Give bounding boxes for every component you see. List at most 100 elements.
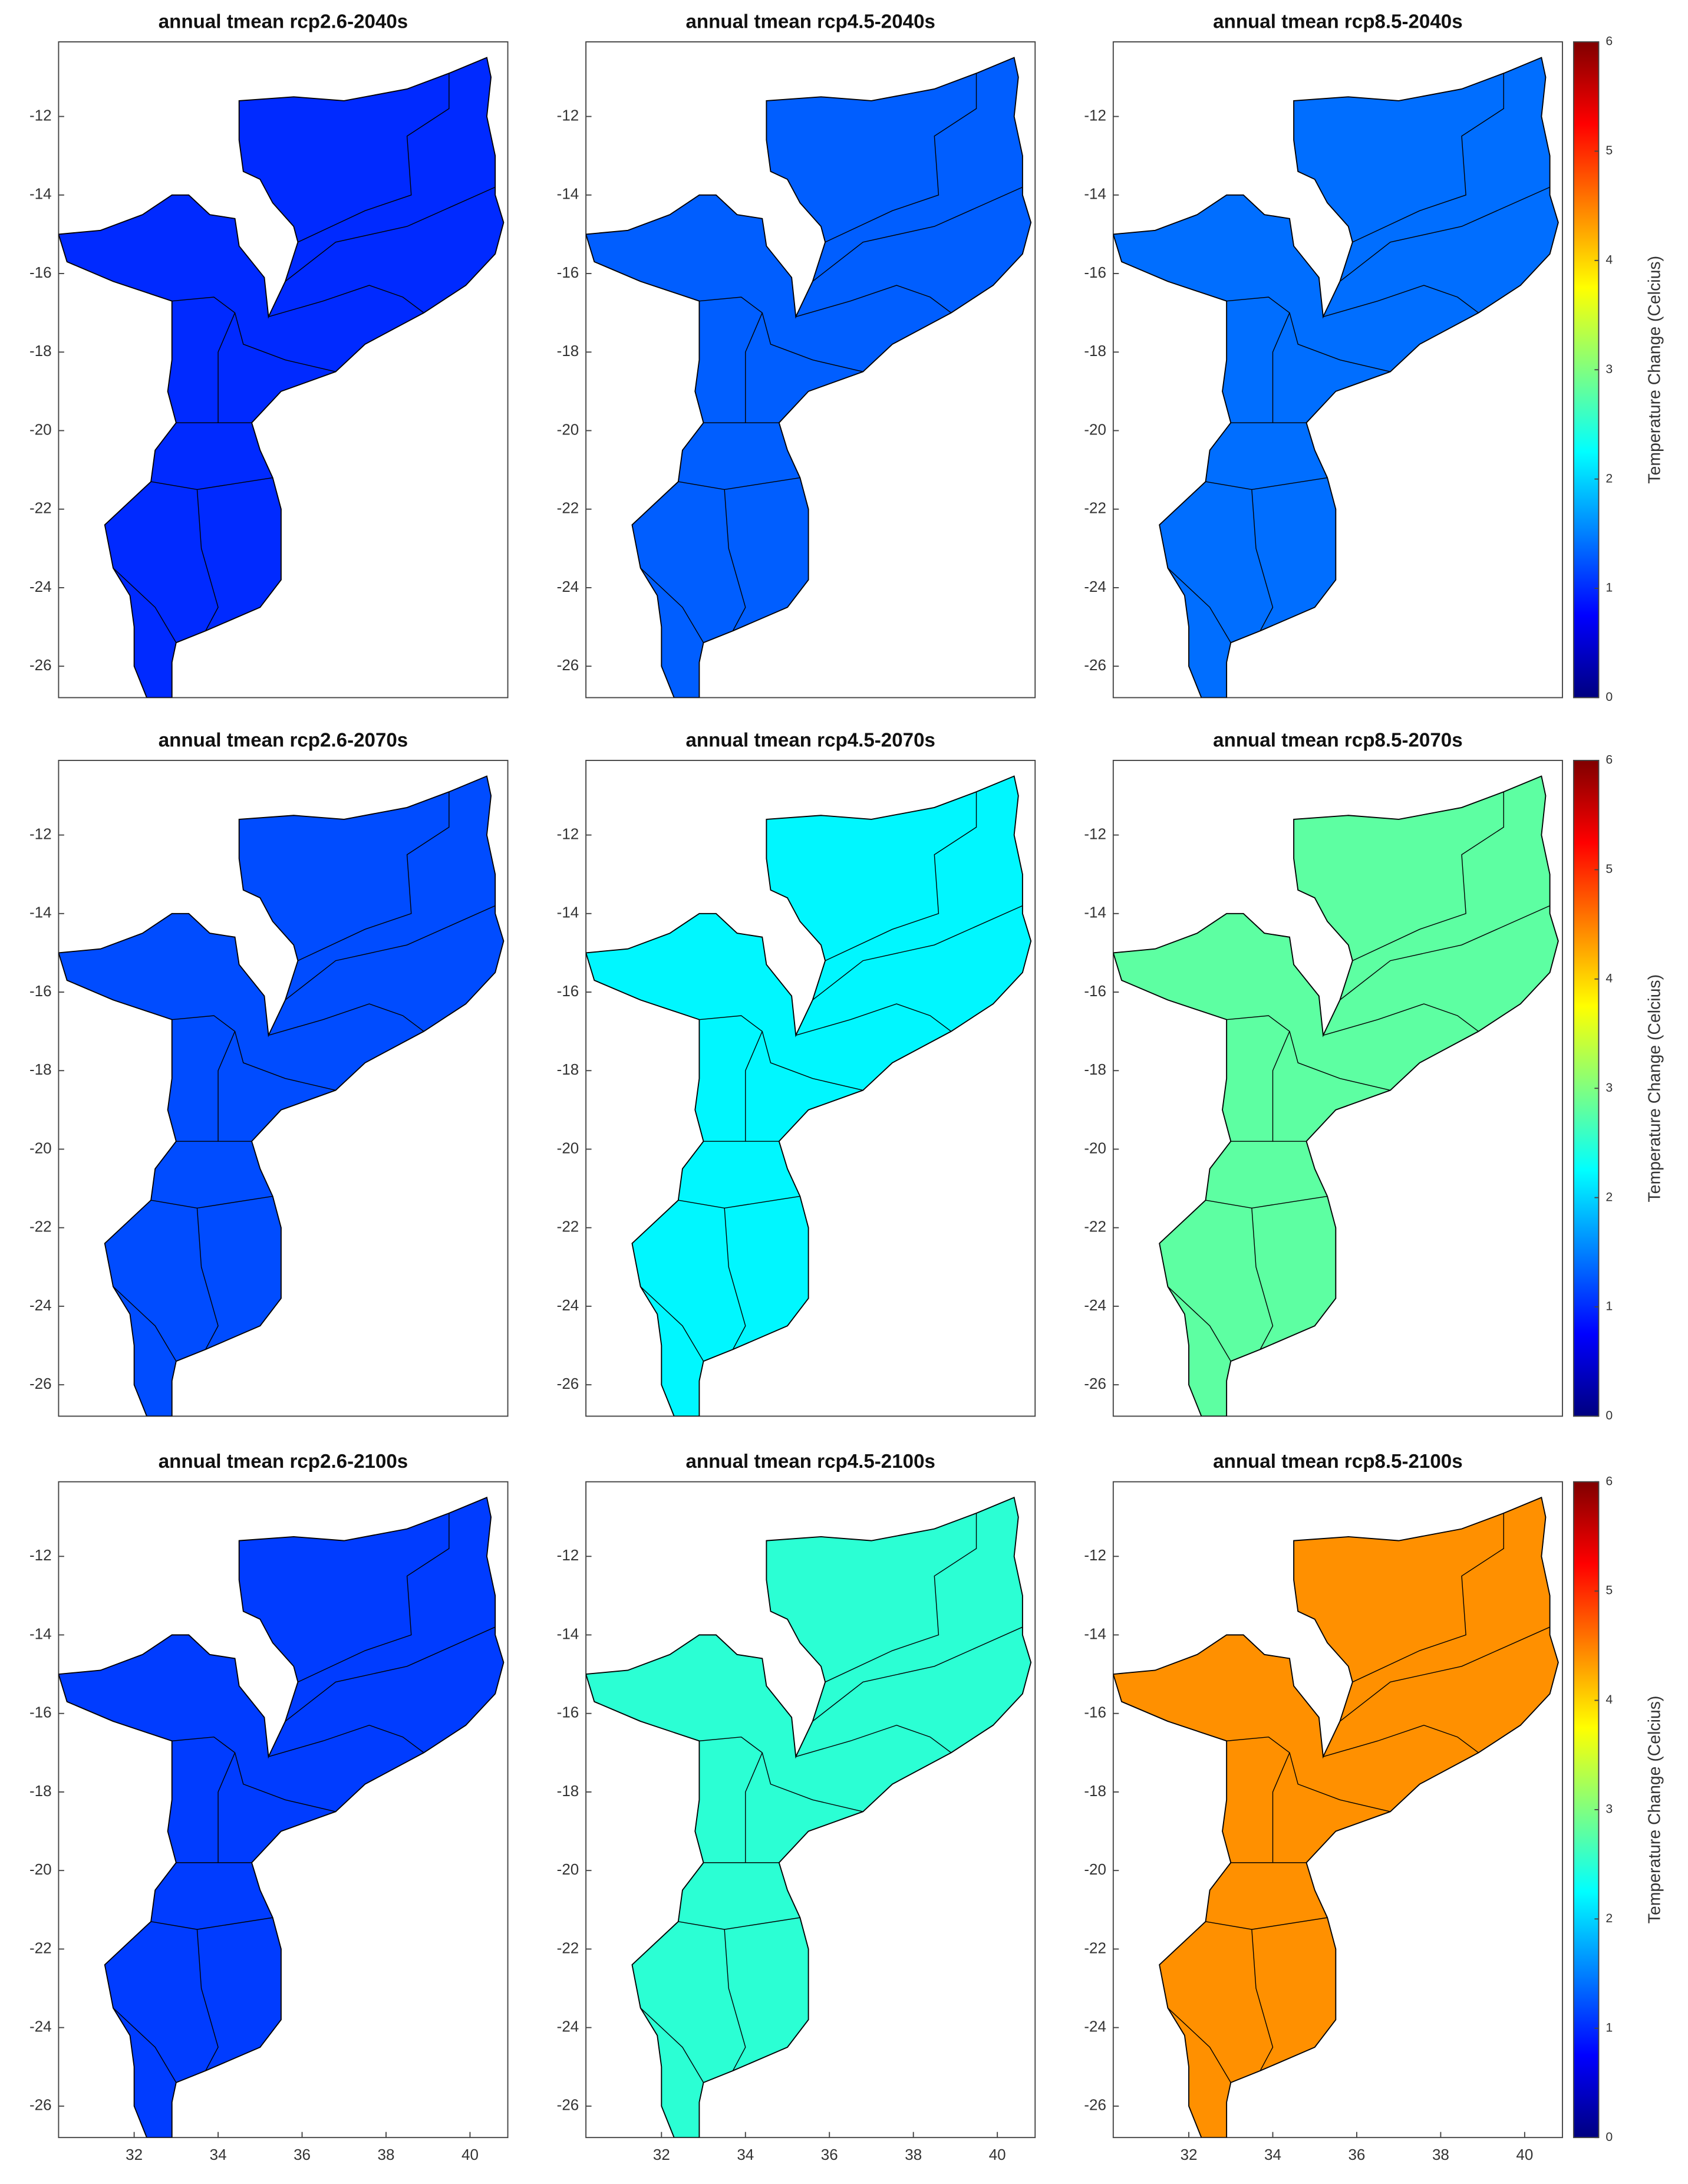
panel-title: annual tmean rcp8.5-2100s [1213, 1451, 1462, 1473]
x-tick-label: 36 [1348, 2146, 1365, 2163]
colorbar-tick-label: 2 [1605, 471, 1613, 485]
colorbar-tick-label: 1 [1605, 581, 1613, 595]
y-tick-label: -22 [557, 1218, 579, 1236]
colorbar-tick-label: 0 [1605, 690, 1613, 704]
province-border [640, 1286, 704, 1362]
y-tick-label: -18 [1084, 1782, 1106, 1800]
province-border [1272, 312, 1290, 423]
y-tick-label: -12 [1084, 825, 1106, 842]
province-border [1340, 186, 1550, 282]
y-tick-label: -24 [1084, 578, 1106, 595]
colorbar-label: Temperature Change (Celcius) [1646, 256, 1664, 484]
province-border [1272, 1753, 1290, 1863]
map-panel: annual tmean rcp8.5-2100s -12 -14 -16 -18 -20… [1084, 1451, 1664, 2163]
province-border [268, 1003, 424, 1036]
map-body [58, 1497, 505, 2138]
province-border [1323, 1724, 1479, 1757]
region-fill [58, 57, 505, 698]
province-border [745, 1031, 763, 1142]
x-tick-label: 38 [905, 2146, 922, 2163]
y-tick-label: -20 [557, 1860, 579, 1878]
y-tick-label: -20 [29, 1860, 52, 1878]
province-border [196, 489, 219, 631]
province-border [196, 1929, 219, 2071]
colorbar-tick-label: 0 [1605, 2130, 1613, 2144]
map-panel: annual tmean rcp2.6-2100s -12 -14 -16 -18 -20… [29, 1451, 509, 2163]
y-tick-label: -24 [29, 1296, 52, 1314]
y-tick-label: -12 [29, 825, 52, 842]
colorbar-tick-label: 1 [1605, 1299, 1613, 1313]
province-border [172, 1736, 336, 1812]
region-fill [1113, 1497, 1559, 2138]
map-body [58, 57, 505, 698]
province-border [298, 792, 450, 961]
colorbar-tick-label: 2 [1605, 1911, 1613, 1925]
y-tick-label: -18 [557, 1060, 579, 1078]
y-tick-label: -18 [1084, 1060, 1106, 1078]
province-border [699, 1736, 863, 1812]
y-tick-label: -14 [557, 185, 579, 203]
colorbar-tick-label: 0 [1605, 1408, 1613, 1422]
y-tick-label: -22 [29, 499, 52, 517]
y-tick-label: -14 [29, 904, 52, 921]
y-tick-label: -22 [1084, 499, 1106, 517]
province-border [1323, 285, 1479, 318]
province-border [217, 1031, 236, 1142]
y-tick-label: -14 [1084, 1625, 1106, 1642]
map-panel: annual tmean rcp8.5-2070s -12 -14 -16 -18 -20… [1084, 729, 1664, 1422]
y-tick-label: -26 [1084, 656, 1106, 674]
region-fill [586, 57, 1032, 698]
colorbar-tick-label: 5 [1605, 143, 1613, 157]
map-body [58, 775, 505, 1417]
y-tick-label: -18 [557, 1782, 579, 1800]
y-tick-label: -26 [29, 1375, 52, 1392]
province-border [1167, 568, 1231, 643]
province-border [285, 1626, 496, 1722]
province-border [298, 73, 450, 243]
y-tick-label: -20 [557, 420, 579, 438]
y-tick-label: -26 [557, 656, 579, 674]
y-tick-label: -22 [29, 1939, 52, 1956]
province-border [745, 312, 763, 423]
province-border [1227, 297, 1391, 373]
y-tick-label: -22 [557, 1939, 579, 1956]
y-tick-label: -20 [29, 1139, 52, 1157]
colorbar-label: Temperature Change (Celcius) [1646, 974, 1664, 1203]
province-border [1167, 1286, 1231, 1362]
y-tick-label: -26 [29, 2096, 52, 2114]
x-tick-label: 36 [294, 2146, 311, 2163]
panel-title: annual tmean rcp8.5-2070s [1213, 729, 1462, 751]
colorbar-tick-label: 5 [1605, 1583, 1613, 1597]
colorbar-tick-label: 6 [1605, 1474, 1613, 1488]
x-tick-label: 40 [1516, 2146, 1533, 2163]
province-border [699, 297, 863, 373]
panel-title: annual tmean rcp2.6-2040s [159, 11, 408, 32]
map-body [1113, 775, 1559, 1417]
map-panel: annual tmean rcp4.5-2100s -12 -14 -16 -18 -20… [557, 1451, 1036, 2163]
map-body [1113, 57, 1559, 698]
map-body [586, 775, 1032, 1417]
y-tick-label: -22 [29, 1218, 52, 1236]
y-tick-label: -24 [557, 2018, 579, 2035]
province-border [1340, 1626, 1550, 1722]
province-border [268, 1724, 424, 1757]
province-border [825, 792, 977, 961]
y-tick-label: -24 [29, 2018, 52, 2035]
province-border [812, 186, 1023, 282]
province-border [724, 1929, 746, 2071]
y-tick-label: -22 [1084, 1218, 1106, 1236]
y-tick-label: -26 [1084, 2096, 1106, 2114]
y-tick-label: -12 [557, 1546, 579, 1564]
province-border [796, 285, 952, 318]
y-tick-label: -26 [557, 1375, 579, 1392]
panel-title: annual tmean rcp4.5-2040s [685, 11, 935, 32]
map-panel: annual tmean rcp8.5-2040s -12 -14 -16 -18 -20… [1084, 11, 1664, 704]
colorbar-tick-label: 2 [1605, 1190, 1613, 1204]
province-border [172, 1015, 336, 1091]
province-border [1352, 73, 1504, 243]
region-fill [1113, 775, 1559, 1417]
y-tick-label: -24 [1084, 2018, 1106, 2035]
panel-title: annual tmean rcp2.6-2070s [159, 729, 408, 751]
panel-title: annual tmean rcp4.5-2100s [685, 1451, 935, 1473]
colorbar-tick-label: 1 [1605, 2020, 1613, 2034]
